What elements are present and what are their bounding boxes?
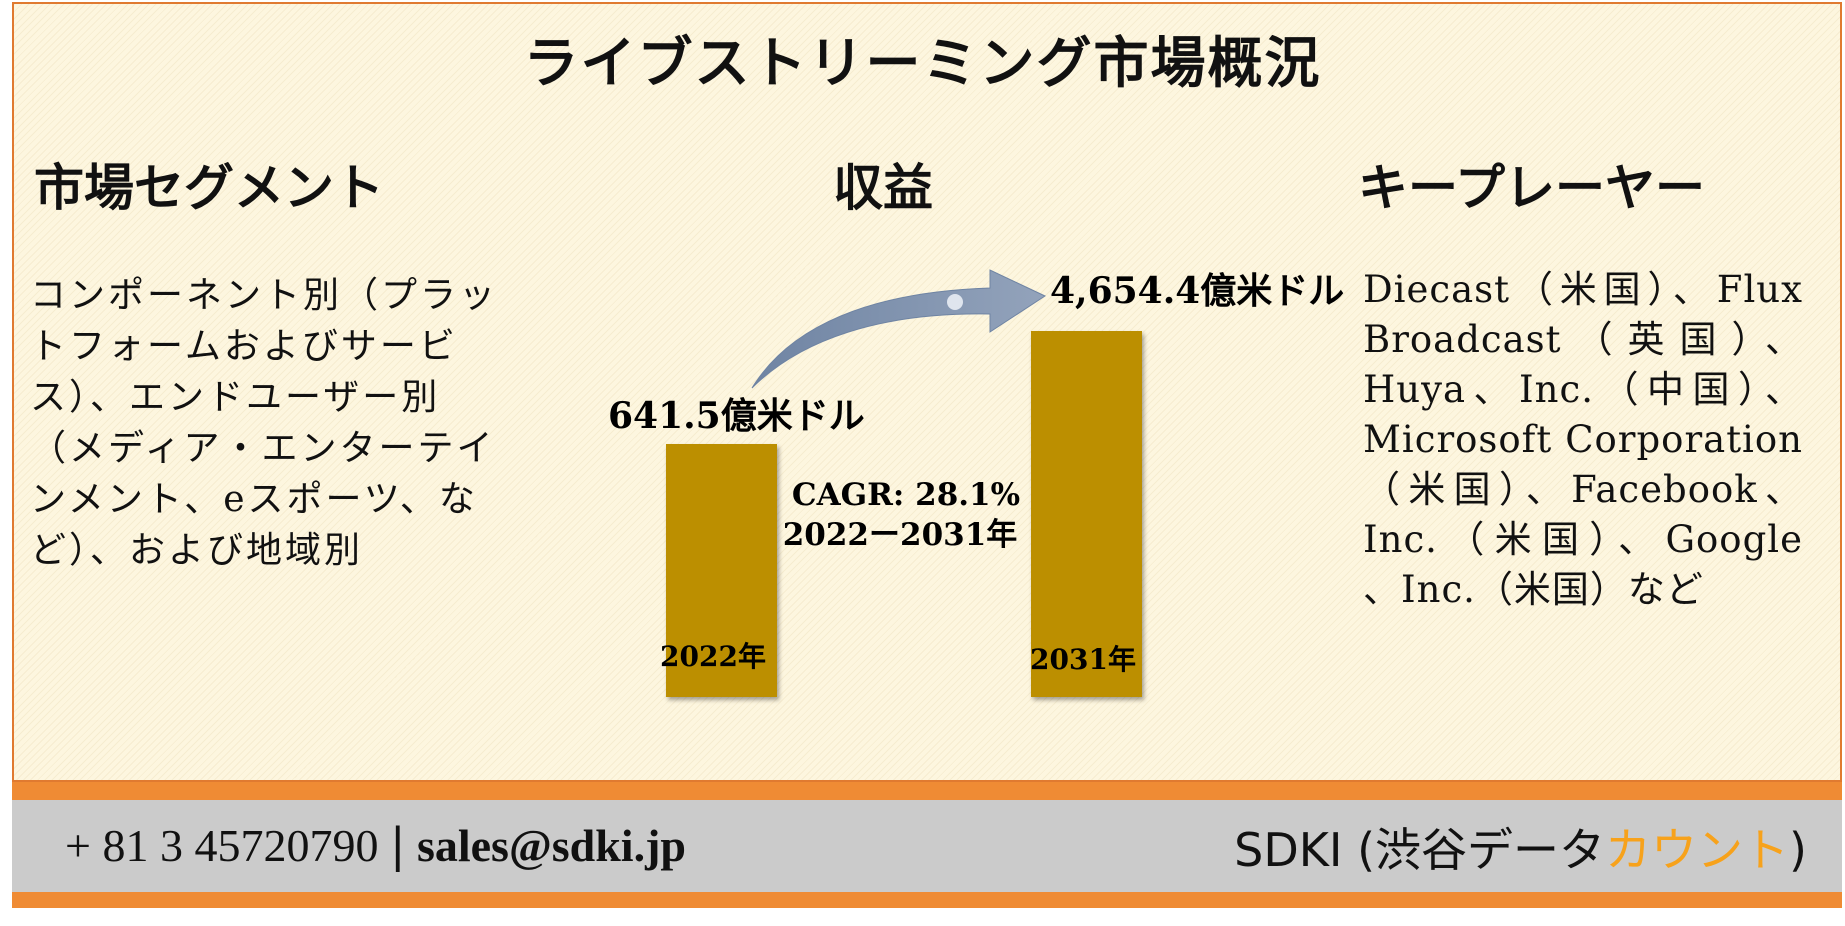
cagr-label: CAGR: 28.1% — [792, 477, 1020, 513]
players-line: （米国）、Facebook、 — [1363, 468, 1803, 511]
segments-text: コンポーネント別（プラッ トフォームおよびサービ ス）、エンドユーザー別 （メデ… — [30, 270, 530, 576]
value-label-2022: 641.5億米ドル — [608, 395, 865, 437]
players-line: Diecast（米国）、Flux — [1363, 268, 1803, 311]
players-line: Broadcast（英国）、 — [1363, 318, 1803, 361]
contact-info: + 81 3 45720790 | sales@sdki.jp — [65, 818, 686, 872]
contact-separator: | — [389, 818, 406, 872]
segments-line: コンポーネント別（プラッ — [30, 275, 499, 316]
value-label-2031: 4,654.4億米ドル — [1050, 270, 1344, 312]
players-line: 、Inc.（米国）など — [1363, 568, 1704, 611]
bar-2031 — [1031, 331, 1142, 697]
players-line: Huya、Inc.（中国）、 — [1363, 368, 1803, 411]
summary-panel — [12, 2, 1842, 782]
segments-line: トフォームおよびサービ — [30, 326, 458, 367]
growth-arrow — [751, 269, 1047, 389]
segments-line: ス）、エンドユーザー別 — [30, 377, 441, 418]
segments-line: ンメント、eスポーツ、な — [30, 479, 478, 520]
players-text: Diecast（米国）、Flux Broadcast（英国）、 Huya、Inc… — [1363, 265, 1803, 615]
revenue-chart: 641.5億米ドル 4,654.4億米ドル 2022年 2031年 CAGR: … — [608, 269, 1344, 697]
segments-line: ど）、および地域別 — [30, 530, 364, 571]
brand-name: SDKI (渋谷データカウント) — [1234, 814, 1807, 880]
phone-number: + 81 3 45720790 — [65, 820, 379, 871]
bar-2022 — [666, 444, 777, 697]
category-label-2022: 2022年 — [660, 640, 766, 673]
email-address: sales@sdki.jp — [416, 820, 686, 871]
segments-heading: 市場セグメント — [34, 158, 384, 217]
players-line: Inc.（米国）、Google — [1363, 518, 1803, 561]
players-line: Microsoft Corporation — [1363, 418, 1803, 461]
brand-accent: カウント — [1605, 823, 1790, 877]
footer-bar — [12, 800, 1842, 892]
brand-main: SDKI (渋谷データ — [1234, 823, 1606, 877]
players-heading: キープレーヤー — [1358, 158, 1705, 217]
brand-end: ) — [1789, 823, 1807, 877]
revenue-heading: 収益 — [833, 158, 933, 217]
page-title: ライブストリーミング市場概況 — [523, 30, 1322, 95]
segments-line: （メディア・エンターテイ — [30, 428, 496, 469]
category-label-2031: 2031年 — [1030, 643, 1136, 676]
cagr-period-label: 2022ー2031年 — [783, 517, 1018, 553]
arrow-highlight — [947, 294, 963, 310]
